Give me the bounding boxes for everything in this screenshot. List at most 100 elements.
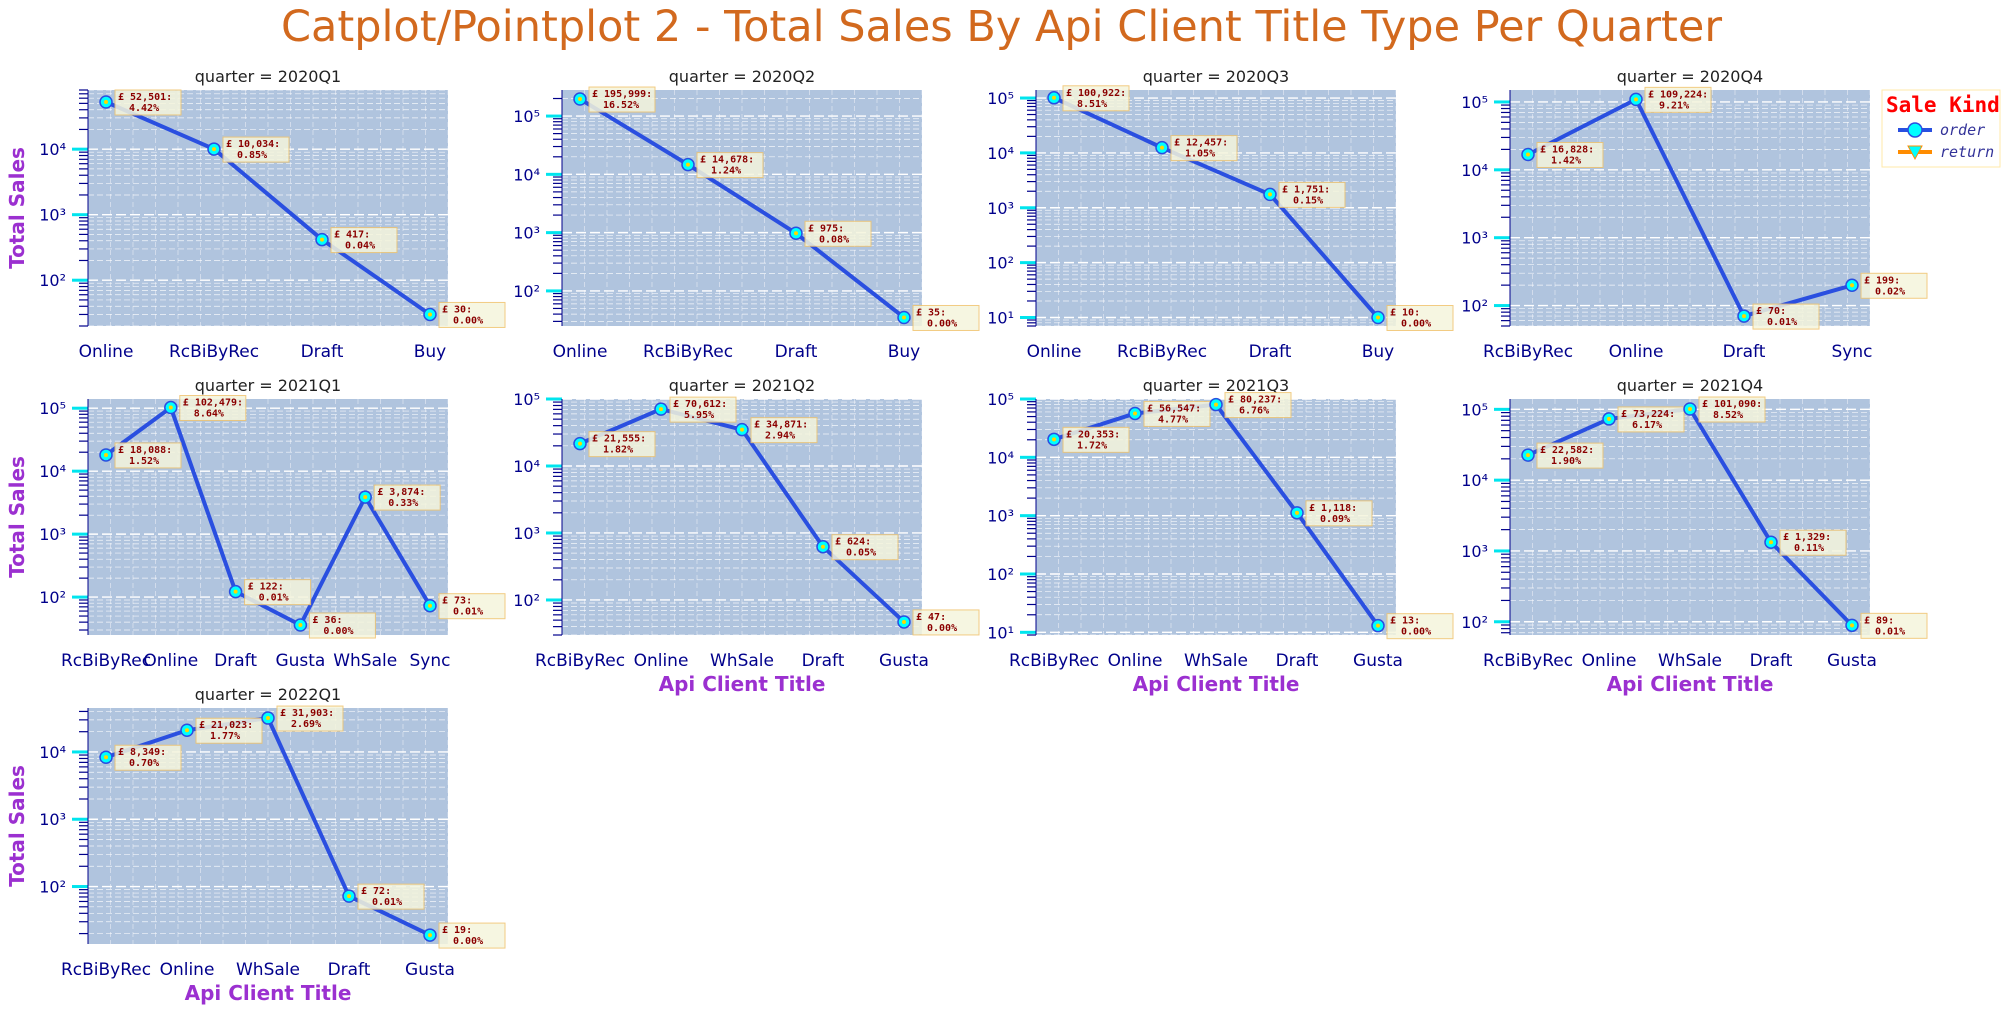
y-tick-label: 10⁵ — [513, 107, 540, 126]
data-point-center — [740, 427, 744, 432]
x-tick-label: RcBiByRec — [643, 342, 733, 362]
annotation-box — [276, 705, 344, 732]
annotation-percent: 2.94% — [765, 431, 795, 442]
y-tick-label: 10² — [39, 588, 66, 607]
y-tick-label: 10⁴ — [1461, 161, 1488, 180]
annotation-value: £ 18,088: — [118, 445, 172, 456]
annotation-box — [1278, 181, 1346, 208]
data-point-center — [1742, 314, 1746, 319]
annotation-box — [831, 534, 899, 561]
series-line-order — [1527, 97, 1853, 319]
annotation-value: £ 1,329: — [1783, 532, 1831, 543]
y-tick-label: 10² — [39, 878, 66, 897]
annotation-value: £ 56,547: — [1147, 403, 1201, 414]
annotation-percent: 0.04% — [345, 241, 375, 252]
panel-title: quarter = 2022Q1 — [195, 685, 341, 704]
facet-panel-2021Q3: quarter = 2021Q3 10¹ 10² 10³ 10⁴ 10⁵ RcBiByRec… — [987, 376, 1454, 696]
annotation-percent: 0.70% — [129, 758, 159, 769]
facet-panel-2021Q2: quarter = 2021Q2 10² 10³ 10⁴ 10⁵ RcBiByRec Onl… — [513, 376, 980, 696]
x-tick-label: RcBiByRec — [169, 342, 259, 362]
annotation-box — [1644, 86, 1712, 113]
annotation-box — [750, 417, 818, 444]
data-point-center — [821, 544, 825, 549]
y-tick-label: 10⁵ — [39, 399, 66, 418]
annotation-box — [696, 152, 764, 179]
x-tick-label: Buy — [414, 342, 447, 362]
annotation-percent: 0.01% — [453, 607, 483, 618]
x-tick-label: Online — [1582, 651, 1637, 671]
y-tick-label: 10² — [1461, 297, 1488, 316]
legend-label-order: order — [1940, 121, 1985, 139]
annotation-box — [1305, 500, 1373, 527]
annotation-value: £ 100,922: — [1066, 88, 1126, 99]
annotation-value: £ 52,501: — [118, 92, 172, 103]
x-tick-label: Online — [1609, 342, 1664, 362]
data-point-center — [298, 623, 303, 628]
data-point-center — [1376, 623, 1380, 628]
x-tick-label: Draft — [328, 960, 371, 980]
panel-title: quarter = 2020Q4 — [1617, 67, 1763, 86]
x-tick-label: WhSale — [710, 651, 774, 671]
annotation-box — [373, 484, 441, 511]
annotation-value: £ 122: — [248, 582, 284, 593]
panel-title: quarter = 2020Q1 — [195, 67, 341, 86]
annotation-percent: 0.00% — [927, 318, 957, 329]
x-tick-label: Gusta — [1827, 651, 1877, 671]
annotation-box — [1698, 396, 1766, 423]
annotation-box — [1062, 426, 1130, 453]
data-point-center — [794, 231, 798, 236]
x-tick-label: RcBiByRec — [1483, 651, 1573, 671]
data-point-center — [185, 728, 189, 733]
data-point-center — [104, 755, 108, 760]
series-line-order — [105, 100, 432, 317]
data-point-center — [363, 495, 368, 500]
annotation-value: £ 1,751: — [1282, 184, 1330, 195]
annotation-value: £ 101,090: — [1702, 399, 1762, 410]
y-tick-label: 10¹ — [987, 309, 1014, 328]
y-tick-label: 10³ — [987, 199, 1014, 218]
facet-panel-2022Q1: quarter = 2022Q1 10² 10³ 10⁴ RcBiByRec Online… — [5, 685, 506, 1005]
annotation-percent: 1.82% — [603, 445, 633, 456]
x-tick-label: RcBiByRec — [1483, 342, 1573, 362]
y-tick-label: 10⁵ — [513, 390, 540, 409]
data-point-center — [428, 933, 432, 938]
annotation-value: £ 89: — [1864, 615, 1894, 626]
annotation-box — [1860, 612, 1928, 639]
facet-panel-2021Q4: quarter = 2021Q4 10² 10³ 10⁴ 10⁵ RcBiByRec Onl… — [1461, 376, 1928, 696]
annotation-box — [1779, 529, 1847, 556]
x-tick-label: RcBiByRec — [1117, 342, 1207, 362]
y-tick-label: 10⁵ — [987, 390, 1014, 409]
x-tick-label: Online — [79, 342, 134, 362]
y-tick-label: 10⁵ — [1461, 93, 1488, 112]
annotation-percent: 0.00% — [323, 626, 353, 637]
x-tick-label: Draft — [301, 342, 344, 362]
x-tick-label: Online — [634, 651, 689, 671]
panel-title: quarter = 2021Q2 — [669, 376, 815, 395]
x-tick-label: RcBiByRec — [535, 651, 625, 671]
annotation-box — [244, 579, 312, 606]
panel-title: quarter = 2021Q4 — [1617, 376, 1763, 395]
x-tick-label: Draft — [1276, 651, 1319, 671]
data-point-center — [347, 894, 351, 899]
annotation-box — [438, 301, 506, 328]
legend-marker-return — [1907, 145, 1923, 161]
y-tick-label: 10¹ — [987, 623, 1014, 642]
data-point-center — [1634, 97, 1638, 102]
y-tick-label: 10² — [987, 254, 1014, 273]
annotation-box — [114, 89, 182, 116]
annotation-box — [669, 396, 737, 423]
x-tick-label: Online — [553, 342, 608, 362]
annotation-value: £ 8,349: — [118, 747, 166, 758]
annotation-percent: 8.52% — [1713, 410, 1743, 421]
series-line-order — [1053, 95, 1380, 319]
annotation-percent: 0.11% — [1794, 543, 1824, 554]
y-tick-label: 10³ — [1461, 542, 1488, 561]
annotation-value: £ 31,903: — [280, 708, 334, 719]
series-line-order — [104, 405, 432, 628]
annotation-percent: 0.01% — [1767, 317, 1797, 328]
y-tick-label: 10⁴ — [513, 165, 540, 184]
annotation-percent: 8.51% — [1077, 99, 1107, 110]
data-point-center — [1268, 192, 1272, 197]
panel-title: quarter = 2021Q1 — [195, 376, 341, 395]
data-point-center — [902, 315, 906, 320]
